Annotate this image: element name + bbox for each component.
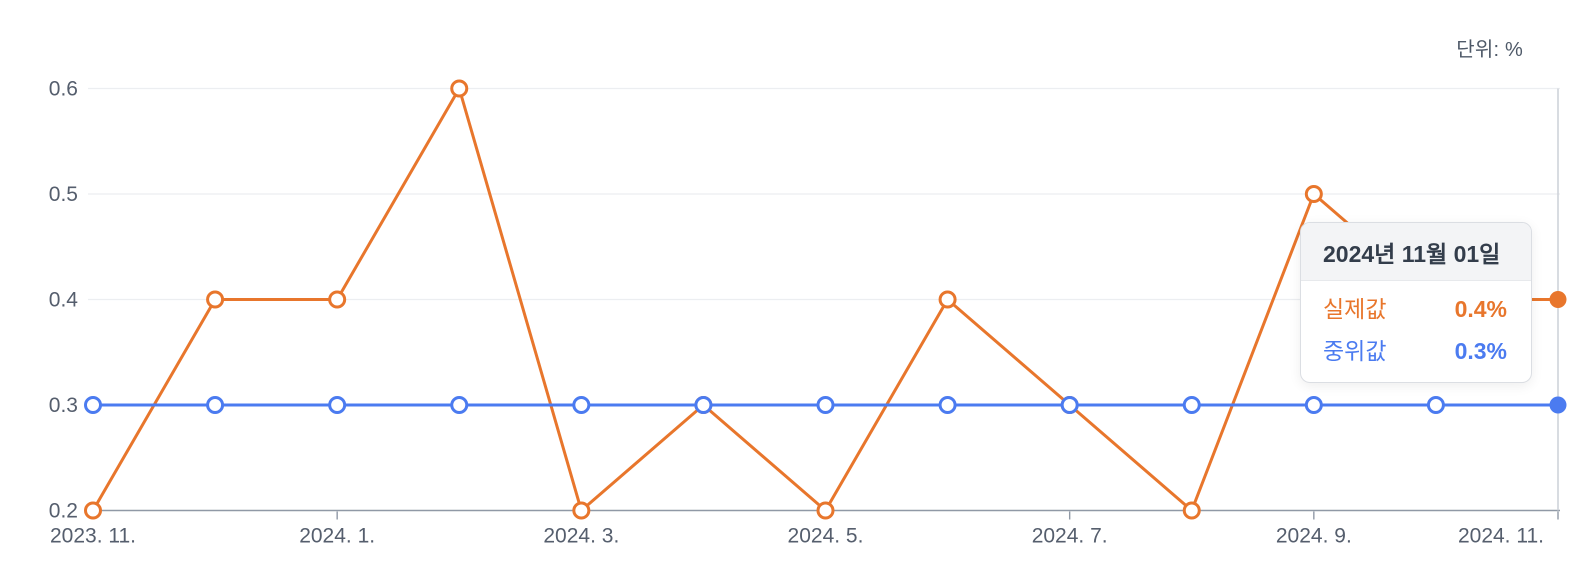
unit-label: 단위: % [1456,39,1523,61]
data-point-marker[interactable] [1304,396,1323,414]
x-axis-tick-label: 2024. 5. [788,525,864,548]
data-point-marker[interactable] [816,396,835,414]
tooltip-row-median: 중위값 0.3% [1301,331,1531,373]
y-axis-tick-label: 0.3 [49,394,78,417]
data-point-marker[interactable] [450,396,469,414]
data-point-marker[interactable] [206,396,225,414]
chart-tooltip: 2024년 11월 01일 실제값 0.4% 중위값 0.3% [1300,222,1532,384]
data-point-marker[interactable] [816,501,835,520]
x-axis-tick-label: 2024. 1. [299,525,375,548]
data-point-marker[interactable] [84,501,102,520]
highlighted-data-point[interactable] [1549,291,1567,308]
x-axis-tick-label: 2024. 3. [543,525,619,548]
data-point-marker[interactable] [84,396,102,414]
x-axis-tick-label: 2024. 11. [1458,525,1544,548]
tooltip-median-label: 중위값 [1323,337,1387,364]
data-point-marker[interactable] [572,396,591,414]
y-axis-tick-label: 0.6 [49,78,78,101]
highlighted-data-point[interactable] [1549,396,1567,414]
tooltip-median-value: 0.3% [1454,337,1507,364]
data-point-marker[interactable] [694,396,713,414]
tooltip-actual-value: 0.4% [1454,296,1507,322]
tooltip-row-actual: 실제값 0.4% [1301,289,1531,331]
tooltip-actual-label: 실제값 [1323,296,1387,322]
data-point-marker[interactable] [1182,396,1201,414]
data-point-marker[interactable] [938,396,957,414]
y-axis-tick-label: 0.4 [49,289,79,312]
data-point-marker[interactable] [328,396,347,414]
x-axis-tick-label: 2024. 9. [1276,525,1352,548]
data-point-marker[interactable] [328,290,347,309]
y-axis-tick-label: 0.5 [49,183,78,206]
data-point-marker[interactable] [450,79,469,98]
x-axis-tick-label: 2023. 11. [50,525,136,548]
y-axis-tick-label: 0.2 [49,500,78,523]
data-point-marker[interactable] [572,501,591,520]
data-point-marker[interactable] [938,290,957,309]
tooltip-date-title: 2024년 11월 01일 [1301,223,1531,281]
data-point-marker[interactable] [1182,501,1201,520]
x-axis-tick-label: 2024. 7. [1032,525,1108,548]
data-point-marker[interactable] [1304,185,1323,203]
data-point-marker[interactable] [206,290,225,309]
tooltip-rows: 실제값 0.4% 중위값 0.3% [1301,281,1531,382]
data-point-marker[interactable] [1060,396,1079,414]
data-point-marker[interactable] [1426,396,1445,414]
